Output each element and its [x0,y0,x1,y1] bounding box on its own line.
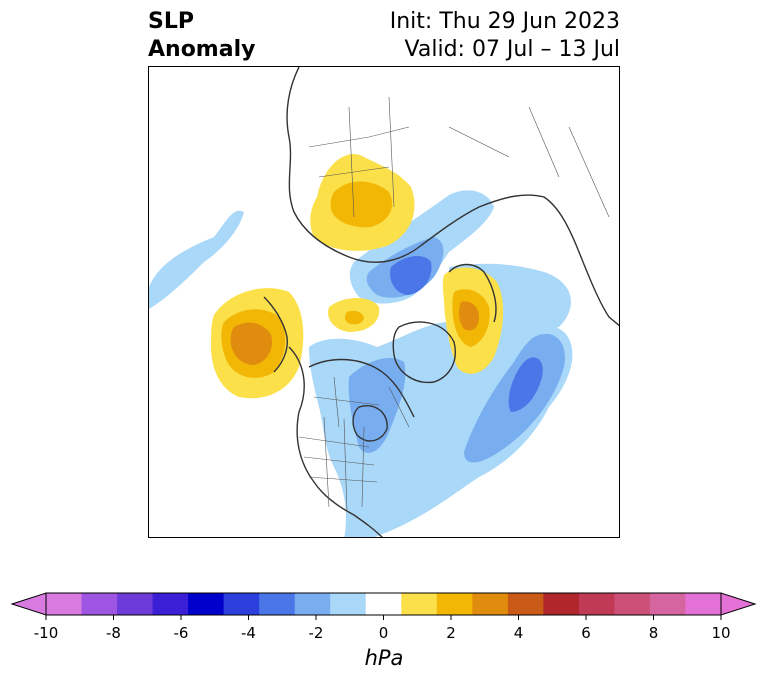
title-line-1: SLP [148,9,194,34]
colorbar-segment [81,593,118,615]
colorbar-segment [507,593,544,615]
positive-anomaly-arctic-core [344,310,364,325]
colorbar-tick-label: -2 [308,624,324,642]
colorbar-segment [152,593,189,615]
valid-range: Valid: 07 Jul – 13 Jul [404,37,620,62]
coastlines [263,67,619,537]
chart-title: SLP Anomaly [148,8,255,64]
us-state-lines [298,416,378,513]
colorbar-ticks [45,615,722,620]
positive-anomaly-siberia [330,181,393,228]
colorbar-tick-label: -8 [106,624,121,642]
negative-anomaly-east-siberian-sea [390,255,432,295]
colorbar-segment [117,593,154,615]
hudson-bay [352,405,388,442]
colorbar-outline [45,592,722,616]
colorbar-tick-label: 10 [711,624,731,642]
colorbar-tick-label: 2 [446,624,456,642]
colorbar-underflow-arrow [10,592,47,616]
negative-anomaly-america-medium [348,357,406,453]
colorbar-segment [614,593,651,615]
negative-anomaly-north-atlantic [508,357,543,412]
positive-anomaly-north-pacific [230,322,273,365]
init-date: Init: Thu 29 Jun 2023 [389,9,620,34]
canada-provinces [313,376,410,428]
eurasia-borders [308,96,610,218]
colorbar-tick-label: -10 [33,624,59,642]
colorbar-tick-label: 8 [648,624,659,642]
scandinavia-coast [448,263,497,323]
date-block: Init: Thu 29 Jun 2023 Valid: 07 Jul – 13… [390,8,620,64]
colorbar-segment [401,593,438,615]
colorbar-units: hPa [364,646,404,670]
canada-arctic-coast [308,358,415,418]
colorbar-segment [543,593,580,615]
colorbar-segment [294,593,331,615]
colorbar-tick-label: 6 [581,624,591,642]
colorbar-segment [436,593,473,615]
colorbar-tick-label: -6 [173,624,189,642]
colorbar-segment [649,593,686,615]
map-svg [149,67,619,537]
colorbar-segment [578,593,615,615]
colorbar-segment [685,593,722,615]
colorbar-segment [472,593,509,615]
colorbar-segment [46,593,83,615]
anomaly-fields [149,153,573,537]
negative-anomaly-pacific [149,210,244,309]
colorbar-segment [330,593,367,615]
colorbar-tick-label: 4 [513,624,524,642]
map-panel [148,66,620,538]
eurasia-coast [286,67,619,327]
colorbar-tick-label: 0 [378,624,389,642]
colorbar-segment [188,593,225,615]
greenland-coast [392,321,456,384]
country-borders [298,96,610,513]
alaska-coast [263,296,289,373]
colorbar-segment [223,593,260,615]
colorbar [10,592,757,620]
colorbar-segments [46,593,722,615]
colorbar-segment [365,593,402,615]
colorbar-tick-label: -4 [241,624,256,642]
colorbar-segment [259,593,296,615]
colorbar-overflow-arrow [720,592,757,616]
north-america-coast [288,346,383,537]
positive-anomaly-barents [458,301,479,331]
title-line-2: Anomaly [148,37,256,62]
